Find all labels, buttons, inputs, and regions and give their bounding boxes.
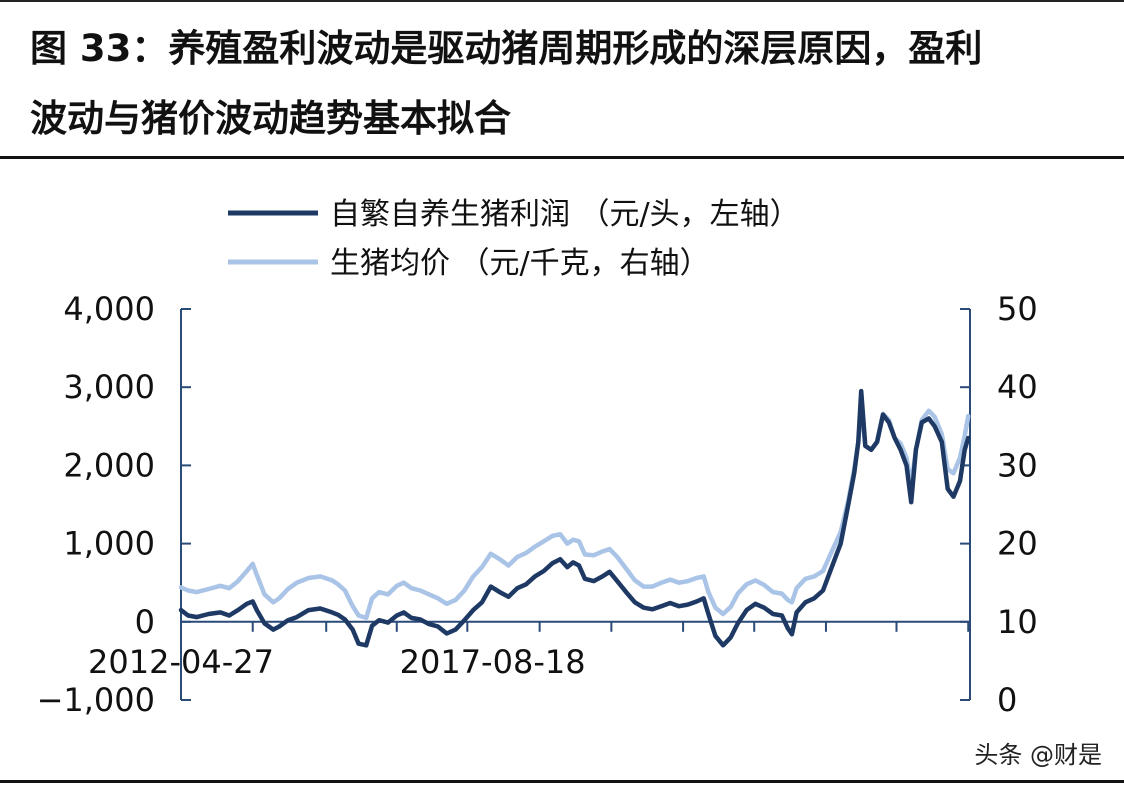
figure-title: 图 33：养殖盈利波动是驱动猪周期形成的深层原因，盈利 波动与猪价波动趋势基本拟… bbox=[30, 14, 1110, 154]
x-axis-tick-label: 2012-04-27 bbox=[88, 643, 274, 681]
left-axis-tick-label: −1,000 bbox=[37, 681, 155, 719]
left-axis-tick-label: 3,000 bbox=[63, 368, 155, 406]
left-axis-tick-label: 0 bbox=[135, 603, 155, 641]
series-line-profit bbox=[178, 388, 971, 648]
bottom-rule bbox=[0, 780, 1124, 783]
series-line-price bbox=[178, 400, 971, 621]
legend-item-profit-label: 自繁自养生猪利润 （元/头，左轴） bbox=[330, 197, 800, 232]
left-axis-tick-label: 1,000 bbox=[63, 525, 155, 563]
right-axis-tick-label: 50 bbox=[997, 290, 1038, 328]
right-axis-tick-label: 10 bbox=[997, 603, 1038, 641]
figure-title-line-2: 波动与猪价波动趋势基本拟合 bbox=[30, 97, 511, 140]
right-axis-tick-label: 0 bbox=[997, 681, 1017, 719]
x-axis-tick-label: 2017-08-18 bbox=[400, 643, 586, 681]
chart-legend: 自繁自养生猪利润 （元/头，左轴） 生猪均价 （元/千克，右轴） bbox=[228, 197, 800, 281]
right-axis-tick-label: 40 bbox=[997, 368, 1038, 406]
left-axis-tick-label: 2,000 bbox=[63, 446, 155, 484]
figure-title-line-1: 图 33：养殖盈利波动是驱动猪周期形成的深层原因，盈利 bbox=[30, 27, 983, 70]
top-rule bbox=[0, 0, 1124, 2]
right-axis-tick-label: 30 bbox=[997, 446, 1038, 484]
chart-axes: −1,000 0 1,000 2,000 3,000 4,000 0 10 20 30 40 50 20… bbox=[37, 290, 1038, 719]
legend-item-price-label: 生猪均价 （元/千克，右轴） bbox=[330, 246, 710, 281]
watermark-text: 头条 @财是 bbox=[974, 741, 1102, 769]
right-axis-tick-label: 20 bbox=[997, 525, 1038, 563]
title-divider bbox=[0, 156, 1124, 159]
chart-series bbox=[178, 388, 971, 648]
left-axis-tick-label: 4,000 bbox=[63, 290, 155, 328]
